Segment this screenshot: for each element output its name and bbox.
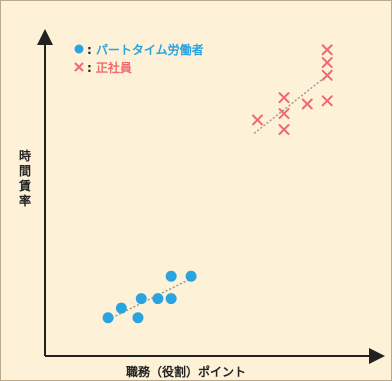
trend-line-part-time [104, 276, 195, 323]
legend-item-part-time: : パートタイム労働者 [73, 41, 204, 59]
part-time-point [132, 312, 144, 324]
data-points [102, 44, 333, 324]
trend-line-regular-employee [253, 72, 331, 134]
regular-employee-point [321, 69, 333, 81]
circle-marker-icon [73, 41, 85, 59]
regular-employee-point [251, 114, 263, 126]
legend-label-part-time: パートタイム労働者 [95, 43, 204, 57]
legend-separator: : [87, 61, 92, 75]
regular-employee-point [321, 95, 333, 107]
chart-legend: : パートタイム労働者 : 正社員 [73, 41, 204, 77]
part-time-point [165, 293, 177, 305]
x-marker-icon [73, 59, 85, 77]
part-time-point [102, 312, 114, 324]
part-time-point [165, 270, 177, 282]
x-axis-label: 職務（役割）ポイント [126, 365, 247, 379]
legend-separator: : [87, 43, 92, 57]
part-time-point [135, 293, 147, 305]
legend-label-regular-employee: 正社員 [95, 61, 132, 75]
regular-employee-point [321, 57, 333, 69]
regular-employee-point [321, 44, 333, 56]
regular-employee-point [278, 108, 290, 120]
trend-lines [104, 72, 331, 323]
y-axis-label: 時間賃率 [18, 149, 31, 208]
regular-employee-point [301, 98, 313, 110]
legend-item-regular-employee: : 正社員 [73, 59, 204, 77]
regular-employee-point [278, 92, 290, 104]
part-time-point [152, 293, 164, 305]
part-time-point [185, 270, 197, 282]
regular-employee-point [278, 124, 290, 136]
part-time-point [115, 302, 127, 314]
